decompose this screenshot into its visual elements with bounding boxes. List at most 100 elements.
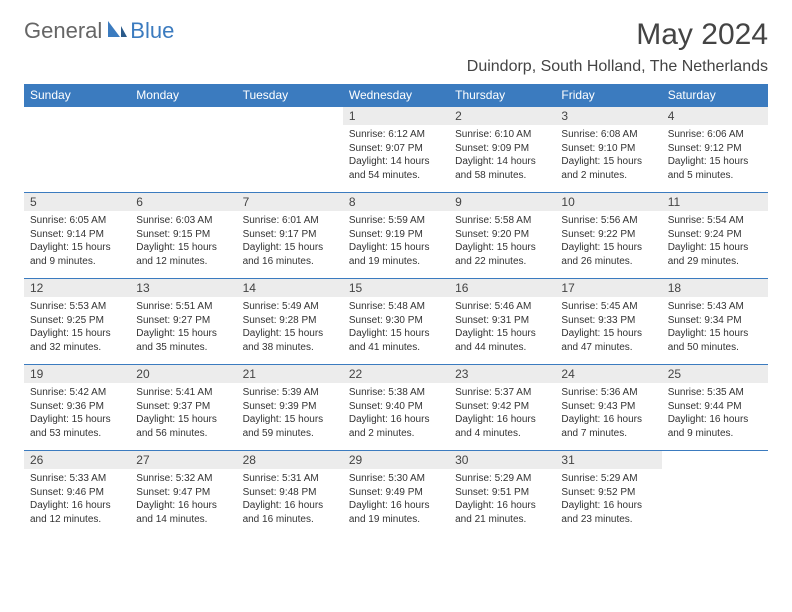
day-data: Sunrise: 5:53 AMSunset: 9:25 PMDaylight:… <box>24 297 130 358</box>
sunset-line: Sunset: 9:15 PM <box>136 229 210 240</box>
brand-sail-icon <box>106 19 128 44</box>
daylight-line: Daylight: 14 hours and 58 minutes. <box>455 156 536 181</box>
calendar-cell: 6Sunrise: 6:03 AMSunset: 9:15 PMDaylight… <box>130 193 236 279</box>
sunset-line: Sunset: 9:43 PM <box>561 401 635 412</box>
weekday-row: SundayMondayTuesdayWednesdayThursdayFrid… <box>24 84 768 107</box>
sunset-line: Sunset: 9:25 PM <box>30 315 104 326</box>
sunrise-line: Sunrise: 5:46 AM <box>455 301 531 312</box>
weekday-header: Monday <box>130 84 236 107</box>
day-number: 8 <box>343 193 449 211</box>
sunset-line: Sunset: 9:34 PM <box>668 315 742 326</box>
sunset-line: Sunset: 9:40 PM <box>349 401 423 412</box>
day-data: Sunrise: 5:43 AM Sunset: 9:34 PM Daylight:… <box>662 297 768 358</box>
sunset-line: Sunset: 9:28 PM <box>243 315 317 326</box>
day-data: Sunrise: 5:35 AM Sunset: 9:44 PM Daylight:… <box>662 383 768 444</box>
day-number: 19 <box>24 365 130 383</box>
sunset-line: Sunset: 9:19 PM <box>349 229 423 240</box>
sunset-line: Sunset: 9:52 PM <box>561 487 635 498</box>
calendar-week: 12Sunrise: 5:53 AMSunset: 9:25 PMDayligh… <box>24 279 768 365</box>
daylight-line: Daylight: 16 hours and 12 minutes. <box>30 500 111 525</box>
day-number: 20 <box>130 365 236 383</box>
daylight-line: Daylight: 15 hours and 12 minutes. <box>136 242 217 267</box>
calendar-cell: 30Sunrise: 5:29 AMSunset: 9:51 PMDayligh… <box>449 451 555 537</box>
day-data: Sunrise: 6:01 AMSunset: 9:17 PMDaylight:… <box>237 211 343 272</box>
sunrise-line: Sunrise: 6:12 AM <box>349 129 425 140</box>
calendar-cell: 24Sunrise: 5:36 AMSunset: 9:43 PMDayligh… <box>555 365 661 451</box>
sunrise-line: Sunrise: 5:58 AM <box>455 215 531 226</box>
sunset-line: Sunset: 9:09 PM <box>455 143 529 154</box>
sunset-line: Sunset: 9:30 PM <box>349 315 423 326</box>
sunset-line: Sunset: 9:44 PM <box>668 401 742 412</box>
day-number: 17 <box>555 279 661 297</box>
day-number: 21 <box>237 365 343 383</box>
sunset-line: Sunset: 9:22 PM <box>561 229 635 240</box>
sunset-line: Sunset: 9:42 PM <box>455 401 529 412</box>
calendar-cell <box>130 107 236 193</box>
sunset-line: Sunset: 9:27 PM <box>136 315 210 326</box>
location-subtitle: Duindorp, South Holland, The Netherlands <box>467 58 768 76</box>
daylight-line: Daylight: 16 hours and 19 minutes. <box>349 500 430 525</box>
day-number: 27 <box>130 451 236 469</box>
daylight-line: Daylight: 15 hours and 29 minutes. <box>668 242 749 267</box>
sunset-line: Sunset: 9:20 PM <box>455 229 529 240</box>
calendar-cell: 15Sunrise: 5:48 AMSunset: 9:30 PMDayligh… <box>343 279 449 365</box>
calendar-cell: 29Sunrise: 5:30 AMSunset: 9:49 PMDayligh… <box>343 451 449 537</box>
sunset-line: Sunset: 9:36 PM <box>30 401 104 412</box>
day-number: 5 <box>24 193 130 211</box>
daylight-line: Daylight: 15 hours and 16 minutes. <box>243 242 324 267</box>
daylight-line: Daylight: 15 hours and 44 minutes. <box>455 328 536 353</box>
weekday-header: Sunday <box>24 84 130 107</box>
calendar-cell: 1Sunrise: 6:12 AMSunset: 9:07 PMDaylight… <box>343 107 449 193</box>
day-data: Sunrise: 5:45 AMSunset: 9:33 PMDaylight:… <box>555 297 661 358</box>
calendar-cell: 3Sunrise: 6:08 AMSunset: 9:10 PMDaylight… <box>555 107 661 193</box>
sunrise-line: Sunrise: 5:48 AM <box>349 301 425 312</box>
daylight-line: Daylight: 15 hours and 38 minutes. <box>243 328 324 353</box>
sunrise-line: Sunrise: 5:36 AM <box>561 387 637 398</box>
day-number: 16 <box>449 279 555 297</box>
sunrise-line: Sunrise: 5:35 AM <box>668 387 744 398</box>
daylight-line: Daylight: 15 hours and 50 minutes. <box>668 328 749 353</box>
weekday-header: Friday <box>555 84 661 107</box>
calendar-cell: 10Sunrise: 5:56 AMSunset: 9:22 PMDayligh… <box>555 193 661 279</box>
calendar-cell: 18Sunrise: 5:43 AMSunset: 9:34 PMDayligh… <box>662 279 768 365</box>
sunset-line: Sunset: 9:51 PM <box>455 487 529 498</box>
daylight-line: Daylight: 16 hours and 9 minutes. <box>668 414 749 439</box>
sunset-line: Sunset: 9:48 PM <box>243 487 317 498</box>
calendar-cell: 28Sunrise: 5:31 AMSunset: 9:48 PMDayligh… <box>237 451 343 537</box>
day-number: 26 <box>24 451 130 469</box>
calendar-cell: 26Sunrise: 5:33 AMSunset: 9:46 PMDayligh… <box>24 451 130 537</box>
calendar-cell: 7Sunrise: 6:01 AMSunset: 9:17 PMDaylight… <box>237 193 343 279</box>
sunset-line: Sunset: 9:31 PM <box>455 315 529 326</box>
daylight-line: Daylight: 15 hours and 32 minutes. <box>30 328 111 353</box>
sunrise-line: Sunrise: 6:08 AM <box>561 129 637 140</box>
day-number: 11 <box>662 193 768 211</box>
sunrise-line: Sunrise: 5:41 AM <box>136 387 212 398</box>
calendar-head: SundayMondayTuesdayWednesdayThursdayFrid… <box>24 84 768 107</box>
day-data: Sunrise: 5:30 AMSunset: 9:49 PMDaylight:… <box>343 469 449 530</box>
month-title: May 2024 <box>467 18 768 52</box>
calendar-body: 1Sunrise: 6:12 AMSunset: 9:07 PMDaylight… <box>24 107 768 537</box>
sunrise-line: Sunrise: 6:01 AM <box>243 215 319 226</box>
calendar-week: 19Sunrise: 5:42 AMSunset: 9:36 PMDayligh… <box>24 365 768 451</box>
day-data: Sunrise: 6:08 AMSunset: 9:10 PMDaylight:… <box>555 125 661 186</box>
day-data: Sunrise: 6:10 AMSunset: 9:09 PMDaylight:… <box>449 125 555 186</box>
day-data: Sunrise: 5:36 AMSunset: 9:43 PMDaylight:… <box>555 383 661 444</box>
sunrise-line: Sunrise: 5:43 AM <box>668 301 744 312</box>
day-data: Sunrise: 5:54 AMSunset: 9:24 PMDaylight:… <box>662 211 768 272</box>
day-number: 13 <box>130 279 236 297</box>
calendar-cell <box>24 107 130 193</box>
sunset-line: Sunset: 9:12 PM <box>668 143 742 154</box>
day-data: Sunrise: 6:12 AMSunset: 9:07 PMDaylight:… <box>343 125 449 186</box>
day-number: 9 <box>449 193 555 211</box>
sunset-line: Sunset: 9:10 PM <box>561 143 635 154</box>
day-data: Sunrise: 5:58 AMSunset: 9:20 PMDaylight:… <box>449 211 555 272</box>
calendar-cell: 9Sunrise: 5:58 AMSunset: 9:20 PMDaylight… <box>449 193 555 279</box>
day-data: Sunrise: 5:59 AMSunset: 9:19 PMDaylight:… <box>343 211 449 272</box>
calendar-cell: 25Sunrise: 5:35 AMSunset: 9:44 PMDayligh… <box>662 365 768 451</box>
day-number: 30 <box>449 451 555 469</box>
daylight-line: Daylight: 15 hours and 26 minutes. <box>561 242 642 267</box>
weekday-header: Thursday <box>449 84 555 107</box>
sunrise-line: Sunrise: 5:39 AM <box>243 387 319 398</box>
daylight-line: Daylight: 15 hours and 47 minutes. <box>561 328 642 353</box>
calendar-cell: 4Sunrise: 6:06 AMSunset: 9:12 PMDaylight… <box>662 107 768 193</box>
